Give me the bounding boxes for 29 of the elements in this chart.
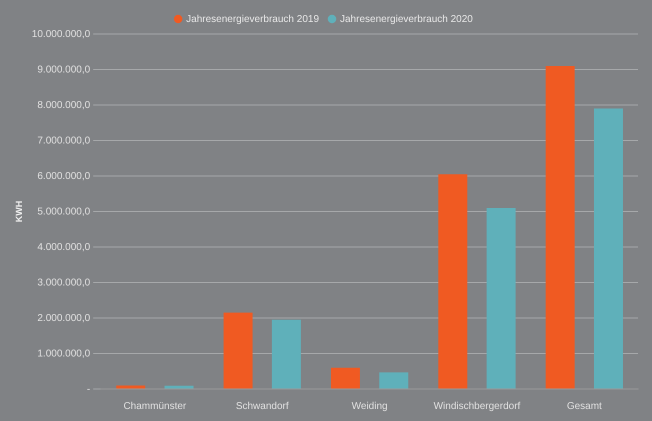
x-tick-label: Schwandorf: [236, 400, 289, 412]
legend-label: Jahresenergieverbrauch 2019: [186, 14, 320, 25]
y-tick-label: 5.000.000,0: [37, 206, 91, 218]
y-axis-title: KWH: [14, 200, 24, 222]
bar: [224, 312, 253, 388]
bar: [438, 174, 468, 388]
legend-label: Jahresenergieverbrauch 2020: [340, 14, 474, 25]
y-tick-label: 7.000.000,0: [37, 135, 91, 146]
y-tick-label: 8.000.000,0: [37, 100, 91, 111]
bar: [486, 208, 516, 388]
y-tick-label: 6.000.000,0: [37, 170, 91, 182]
bar: [272, 320, 301, 388]
bar: [379, 372, 408, 388]
x-tick-label: Weiding: [352, 400, 388, 412]
y-tick-label: 1.000.000,0: [37, 348, 91, 360]
y-tick-label: 10.000.000,0: [32, 28, 91, 40]
x-tick-label: Chammünster: [123, 400, 187, 412]
x-tick-label: Windischbergerdorf: [434, 400, 521, 412]
x-tick-label: Gesamt: [566, 400, 602, 412]
y-tick-label: 3.000.000,0: [37, 277, 91, 288]
y-tick-label: 4.000.000,0: [37, 242, 91, 253]
bar: [594, 108, 623, 388]
y-tick-label: 9.000.000,0: [37, 64, 91, 76]
y-tick-label: -: [86, 384, 90, 395]
bar: [164, 386, 194, 388]
bar: [546, 66, 575, 388]
y-tick-label: 2.000.000,0: [37, 312, 91, 324]
bar: [330, 368, 360, 388]
bar: [116, 385, 146, 388]
